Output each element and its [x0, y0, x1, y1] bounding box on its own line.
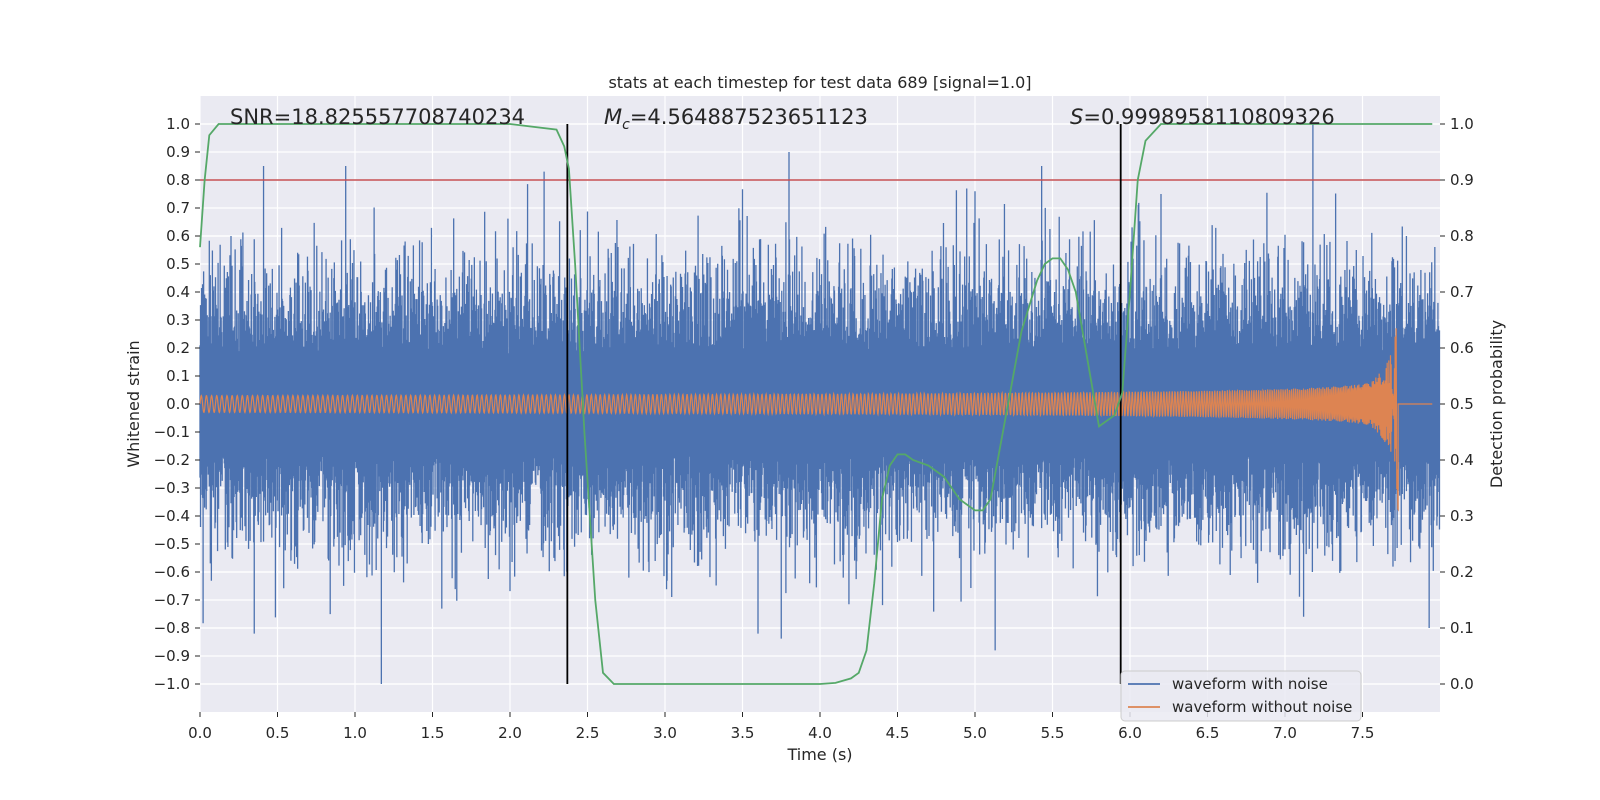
y-tick-label: −0.3	[154, 479, 190, 497]
y-tick-label: 0.8	[166, 171, 190, 189]
y-tick-label: −1.0	[154, 675, 190, 693]
x-tick-label: 7.0	[1273, 724, 1297, 742]
x-tick-label: 3.5	[731, 724, 755, 742]
y-right-tick-label: 0.0	[1450, 675, 1474, 693]
y-tick-label: −0.7	[154, 591, 190, 609]
y-axis-label-right: Detection probability	[1487, 320, 1506, 488]
y-tick-label: 0.2	[166, 339, 190, 357]
legend-label-clean: waveform without noise	[1172, 698, 1352, 716]
y-tick-label: −0.5	[154, 535, 190, 553]
y-tick-label: −0.6	[154, 563, 190, 581]
x-tick-label: 6.0	[1118, 724, 1142, 742]
x-tick-label: 5.5	[1041, 724, 1065, 742]
axis-layer: 0.0 0.5 1.0 1.5 2.0 2.5 3.0 3.5 4.0 4.5 5.0 5.5 6.0 6…	[154, 115, 1474, 742]
x-tick-label: 5.0	[963, 724, 987, 742]
y-tick-label: −0.9	[154, 647, 190, 665]
x-tick-label: 0.0	[188, 724, 212, 742]
mc-subscript: c	[622, 117, 630, 133]
y-right-tick-label: 0.4	[1450, 451, 1474, 469]
x-axis-label: Time (s)	[786, 745, 852, 764]
x-tick-label: 7.5	[1351, 724, 1375, 742]
chart-title: stats at each timestep for test data 689…	[608, 73, 1031, 92]
x-tick-label: 3.0	[653, 724, 677, 742]
x-tick-label: 6.5	[1196, 724, 1220, 742]
y-right-tick-label: 0.1	[1450, 619, 1474, 637]
x-tick-label: 1.0	[343, 724, 367, 742]
y-right-tick-label: 0.2	[1450, 563, 1474, 581]
x-tick-label: 1.5	[421, 724, 445, 742]
y-tick-label: −0.2	[154, 451, 190, 469]
mc-symbol: M	[604, 105, 622, 129]
y-tick-label: 0.0	[166, 395, 190, 413]
y-tick-label: 0.4	[166, 283, 190, 301]
y-right-tick-label: 0.9	[1450, 171, 1474, 189]
series-waveform-without-noise	[199, 328, 1433, 512]
y-axis-label: Whitened strain	[124, 340, 143, 467]
x-tick-label: 2.0	[498, 724, 522, 742]
mc-value: =4.564887523651123	[630, 105, 868, 129]
y-tick-label: 0.1	[166, 367, 190, 385]
y-tick-label: 0.9	[166, 143, 190, 161]
y-right-tick-label: 0.6	[1450, 339, 1474, 357]
y-right-tick-label: 0.5	[1450, 395, 1474, 413]
snr-annotation: SNR=18.825557708740234	[230, 105, 525, 129]
y-tick-label: 0.7	[166, 199, 190, 217]
score-annotation: S=0.9998958110809326	[1070, 105, 1335, 129]
y-tick-label: 0.6	[166, 227, 190, 245]
legend: waveform with noise waveform without noi…	[1120, 670, 1362, 722]
y-tick-label: 0.3	[166, 311, 190, 329]
x-tick-label: 4.0	[808, 724, 832, 742]
y-tick-label: 1.0	[166, 115, 190, 133]
y-tick-label: −0.1	[154, 423, 190, 441]
x-tick-label: 2.5	[576, 724, 600, 742]
y-right-tick-label: 1.0	[1450, 115, 1474, 133]
y-tick-label: −0.4	[154, 507, 190, 525]
s-value: =0.9998958110809326	[1083, 105, 1334, 129]
x-tick-label: 4.5	[886, 724, 910, 742]
series-detection-probability	[199, 123, 1433, 685]
data-layer	[199, 124, 1441, 684]
x-tick-label: 0.5	[266, 724, 290, 742]
s-symbol: S	[1070, 105, 1083, 129]
legend-box	[1120, 670, 1362, 722]
y-tick-label: 0.5	[166, 255, 190, 273]
legend-label-noise: waveform with noise	[1172, 675, 1328, 693]
marker-layer	[199, 123, 1440, 685]
y-right-tick-label: 0.8	[1450, 227, 1474, 245]
y-tick-label: −0.8	[154, 619, 190, 637]
y-right-tick-label: 0.7	[1450, 283, 1474, 301]
chirp-mass-annotation: Mc=4.564887523651123	[604, 105, 868, 133]
y-right-tick-label: 0.3	[1450, 507, 1474, 525]
